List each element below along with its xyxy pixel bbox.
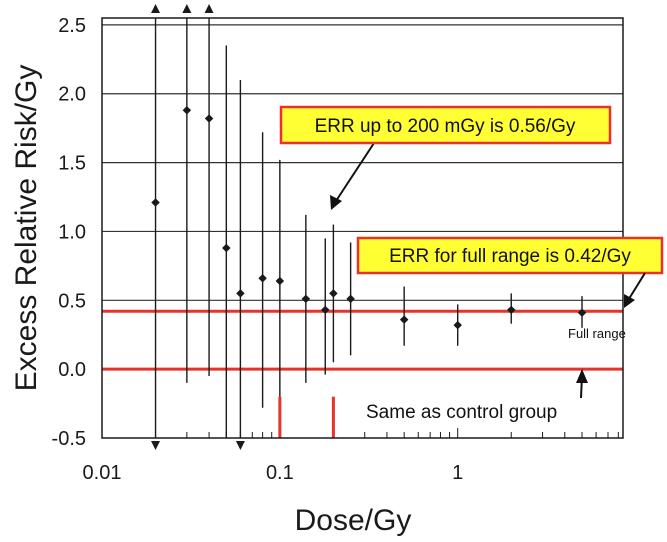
data-point (182, 106, 192, 115)
plot-frame (101, 17, 624, 439)
data-point (301, 294, 311, 304)
data-point (204, 114, 214, 123)
y-tick-label: 1.0 (58, 221, 86, 243)
data-point (236, 289, 245, 298)
data-point (453, 320, 462, 330)
control-group-label: Same as control group (366, 402, 557, 423)
err-200-arrow-head (330, 195, 342, 210)
data-point (329, 289, 338, 298)
x-minor-ticks (101, 428, 619, 438)
y-tick-label: 0.0 (58, 359, 86, 381)
err-200-callout-box (279, 105, 612, 145)
y-tick-label: 1.5 (58, 153, 86, 175)
x-tick-label: 1 (452, 462, 463, 484)
error-bar-arrow (151, 441, 161, 450)
data-point (275, 276, 285, 286)
y-tick-labels: 2.5 2.0 1.5 1.0 0.5 0.0 -0.5 (52, 15, 86, 450)
data-point (506, 305, 516, 315)
gridlines (102, 24, 623, 301)
err-full-callout-text: ERR for full range is 0.42/Gy (389, 246, 631, 267)
y-tick-label: 2.0 (58, 84, 86, 106)
err-200-callout-text: ERR up to 200 mGy is 0.56/Gy (315, 116, 576, 137)
err-200-arrow-line (333, 139, 377, 205)
control-group-arrow-head (576, 369, 588, 383)
error-bar-arrow (182, 4, 192, 13)
data-point (577, 308, 587, 317)
x-tick-label: 0.01 (83, 462, 122, 484)
full-range-label: Full range (568, 326, 626, 341)
err-full-arrow-line (626, 272, 646, 303)
reference-lines (102, 309, 623, 438)
y-tick-label: -0.5 (52, 428, 86, 450)
y-tick-label: 0.5 (58, 290, 86, 312)
y-axis-title: Excess Relative Risk/Gy (10, 65, 43, 392)
data-point (258, 274, 267, 283)
error-bars (151, 4, 583, 450)
x-tick-labels: 0.01 0.1 1 (83, 462, 464, 484)
y-tick-label: 2.5 (58, 15, 86, 37)
x-tick-label: 0.1 (266, 462, 294, 484)
error-bar-arrow (204, 4, 214, 13)
data-points (151, 106, 587, 330)
data-point (399, 315, 409, 324)
x-axis-title: Dose/Gy (295, 504, 412, 537)
data-point (346, 294, 355, 304)
data-point (222, 243, 231, 253)
data-point (151, 198, 160, 207)
error-bar-arrow (235, 441, 245, 450)
err-full-callout-box (356, 236, 664, 275)
data-point (321, 305, 330, 315)
error-bar-arrow (151, 4, 161, 13)
err-full-arrow-head (624, 294, 635, 308)
